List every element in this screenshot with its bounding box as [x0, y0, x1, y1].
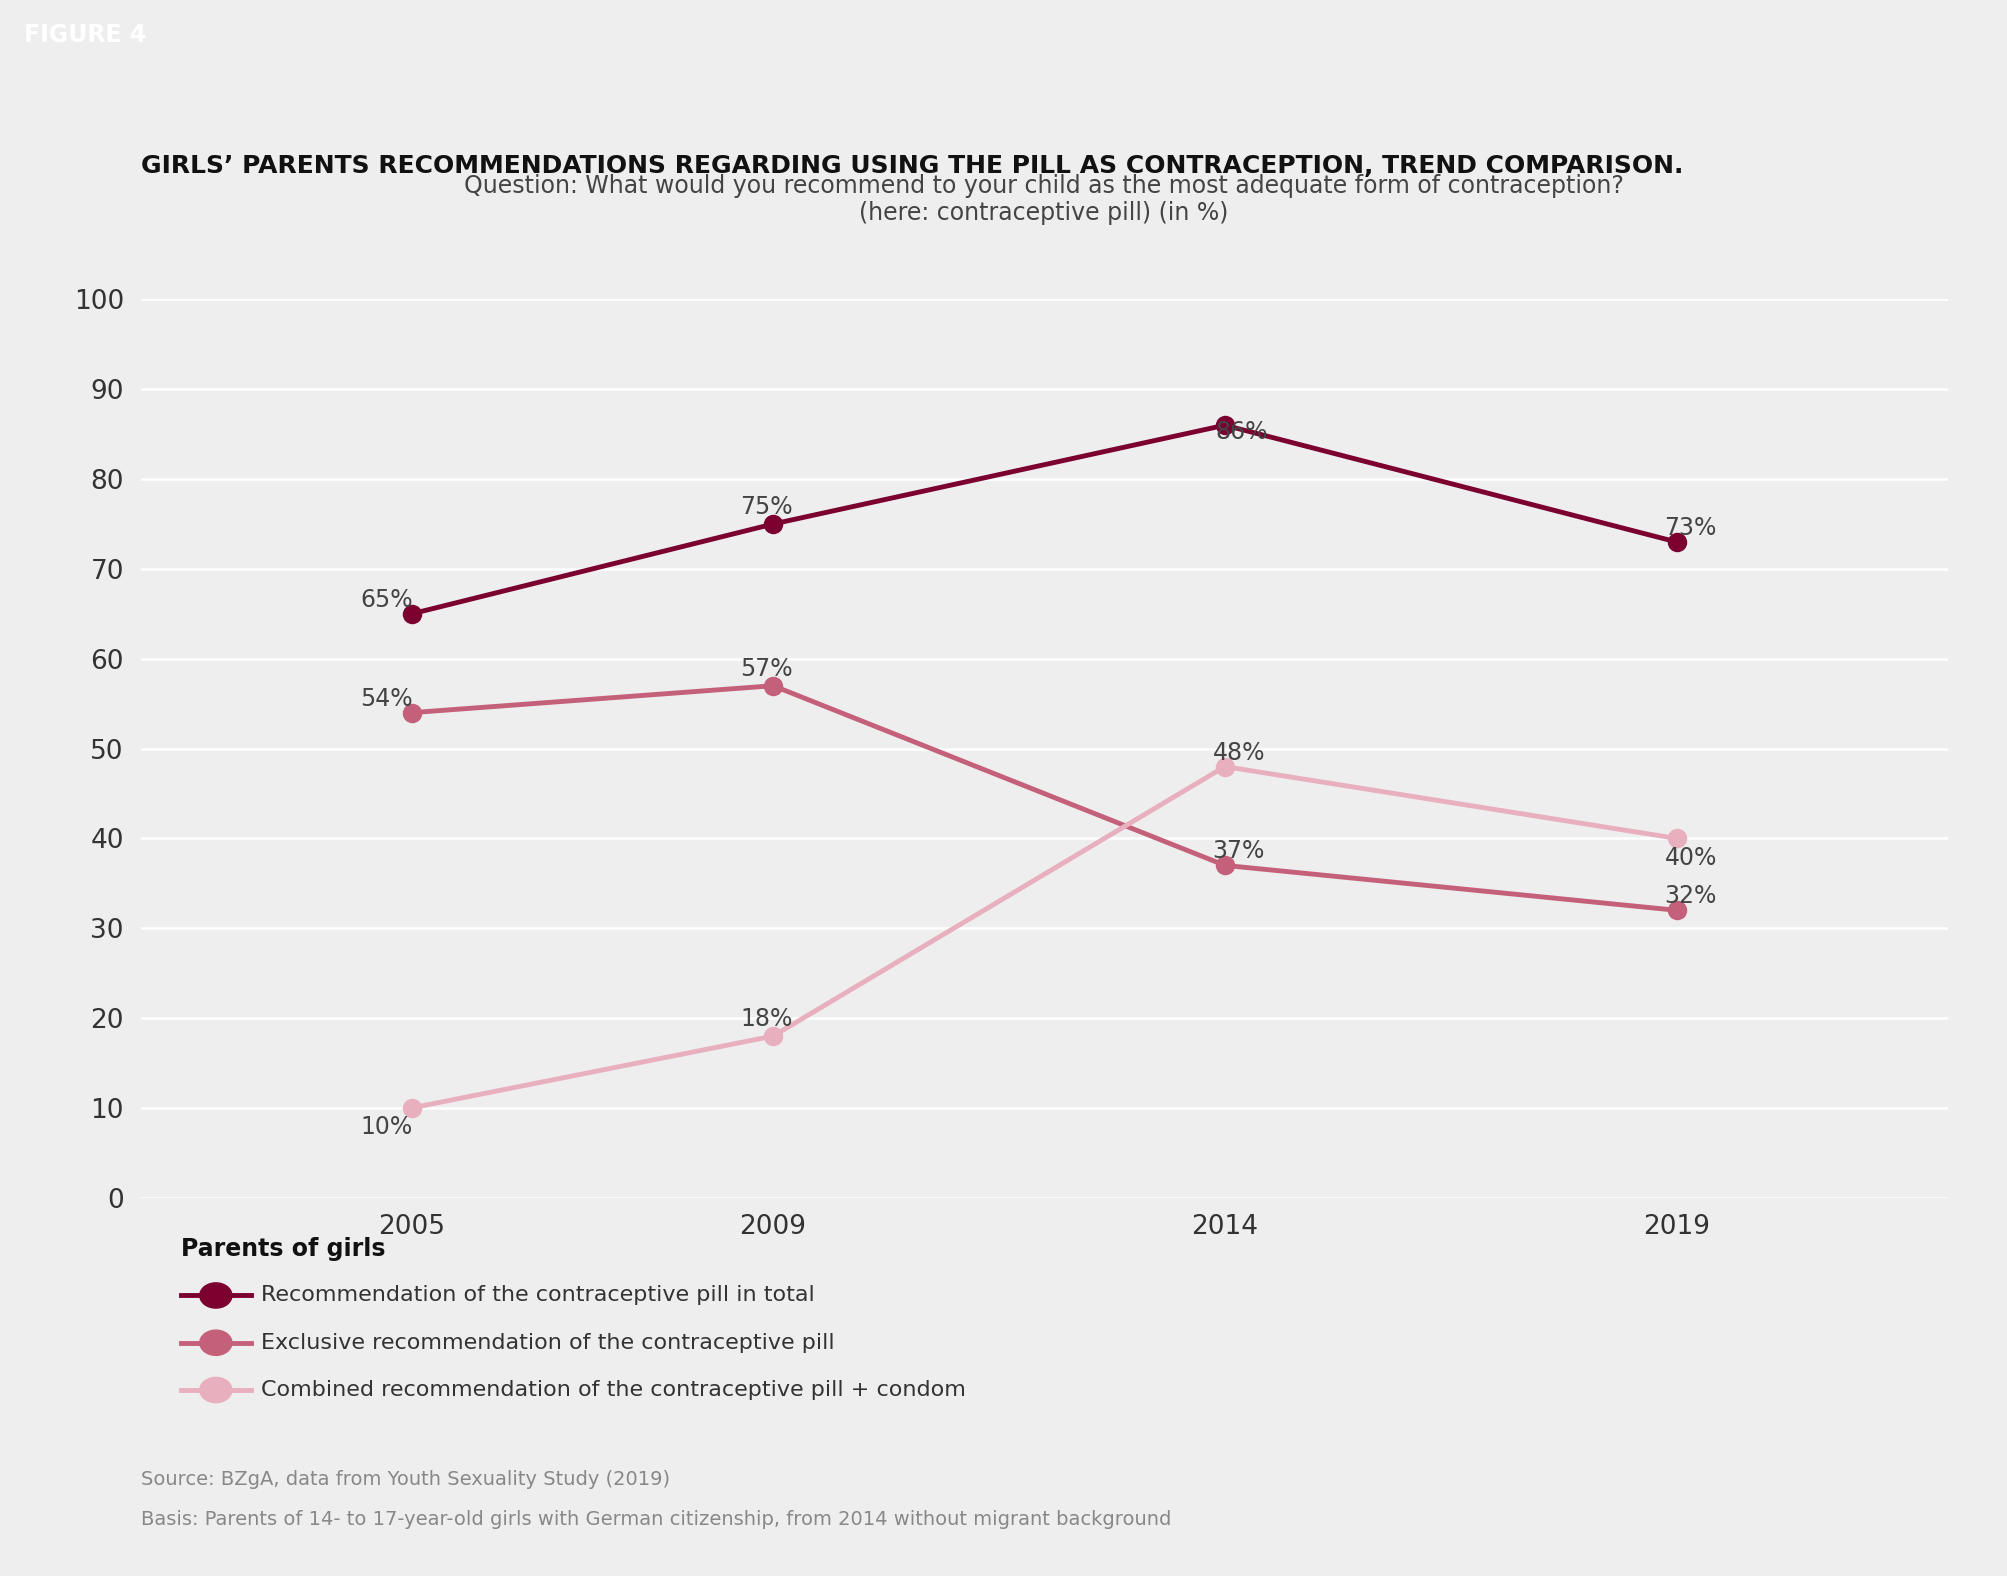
Text: 37%: 37%: [1212, 840, 1264, 864]
Text: 54%: 54%: [359, 687, 413, 711]
Text: Recommendation of the contraceptive pill in total: Recommendation of the contraceptive pill…: [261, 1286, 815, 1305]
Text: 65%: 65%: [359, 588, 413, 611]
Text: 18%: 18%: [741, 1007, 793, 1031]
Text: Question: What would you recommend to your child as the most adequate form of co: Question: What would you recommend to yo…: [464, 173, 1624, 225]
Text: Source: BZgA, data from Youth Sexuality Study (2019): Source: BZgA, data from Youth Sexuality …: [140, 1470, 670, 1489]
Text: 73%: 73%: [1664, 515, 1716, 541]
Text: GIRLS’ PARENTS RECOMMENDATIONS REGARDING USING THE PILL AS CONTRACEPTION, TREND : GIRLS’ PARENTS RECOMMENDATIONS REGARDING…: [140, 154, 1682, 178]
Text: 32%: 32%: [1664, 884, 1716, 908]
Text: Exclusive recommendation of the contraceptive pill: Exclusive recommendation of the contrace…: [261, 1333, 835, 1352]
Text: 57%: 57%: [739, 657, 793, 681]
Text: Parents of girls: Parents of girls: [181, 1237, 385, 1261]
Text: 86%: 86%: [1214, 421, 1266, 444]
Text: 40%: 40%: [1664, 846, 1716, 870]
Text: FIGURE 4: FIGURE 4: [24, 24, 147, 47]
Text: 10%: 10%: [361, 1116, 413, 1139]
Text: 75%: 75%: [739, 495, 793, 520]
Text: Combined recommendation of the contraceptive pill + condom: Combined recommendation of the contracep…: [261, 1381, 965, 1399]
Text: Basis: Parents of 14- to 17-year-old girls with German citizenship, from 2014 wi: Basis: Parents of 14- to 17-year-old gir…: [140, 1510, 1170, 1529]
Text: 48%: 48%: [1212, 741, 1264, 764]
